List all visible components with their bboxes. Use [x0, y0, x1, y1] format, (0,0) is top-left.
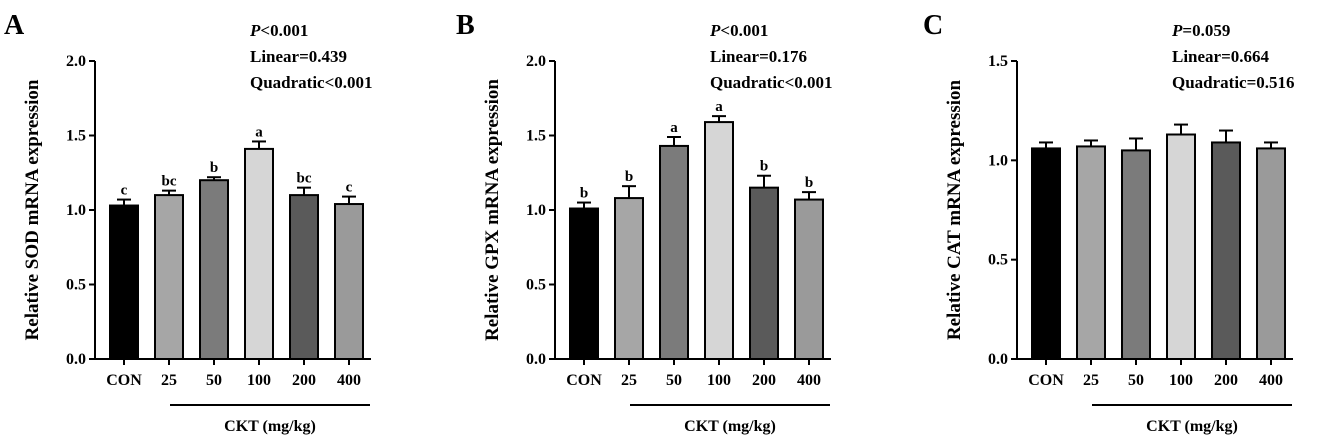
significance-letter: b	[580, 186, 588, 202]
bar	[569, 207, 599, 360]
y-tick-label: 2.0	[66, 53, 86, 70]
y-axis-label: Relative SOD mRNA expression	[22, 79, 43, 340]
significance-letter: c	[346, 180, 353, 196]
x-tick-label: 200	[1214, 372, 1238, 389]
p-value-text: <0.001	[720, 21, 768, 40]
panel-letter: C	[923, 10, 943, 41]
x-tick-label: 200	[752, 372, 776, 389]
y-tick-label: 2.0	[526, 53, 546, 70]
x-tick-label: 400	[1259, 372, 1283, 389]
x-tick-label: 100	[1169, 372, 1193, 389]
quadratic-stat: Quadratic<0.001	[250, 73, 373, 92]
x-tick-label: 400	[337, 372, 361, 389]
x-tick-label: 50	[666, 372, 682, 389]
bar	[1121, 149, 1151, 360]
y-tick-label: 0.0	[526, 351, 546, 368]
x-tick-label: CON	[106, 372, 142, 389]
y-tick-label: 0.5	[988, 252, 1008, 269]
bar	[244, 147, 274, 360]
y-tick-label: 1.0	[526, 202, 546, 219]
quadratic-stat: Quadratic<0.001	[710, 73, 833, 92]
bar	[704, 121, 734, 360]
bar	[334, 203, 364, 360]
bar	[749, 186, 779, 360]
panel-c: C P=0.059 Linear=0.664 Quadratic=0.516 R…	[923, 10, 1295, 435]
p-value: P=0.059	[1171, 21, 1230, 40]
significance-letter: b	[760, 159, 768, 175]
linear-stat: Linear=0.176	[710, 47, 807, 66]
x-tick-label: 25	[161, 372, 177, 389]
x-tick-label: CON	[1028, 372, 1064, 389]
y-tick-label: 1.0	[988, 152, 1008, 169]
y-tick-label: 0.0	[988, 351, 1008, 368]
x-tick-label: 400	[797, 372, 821, 389]
y-tick-label: 0.0	[66, 351, 86, 368]
bar	[659, 144, 689, 360]
x-tick-label: 200	[292, 372, 316, 389]
x-tick-label: CON	[566, 372, 602, 389]
panel-letter: A	[4, 10, 25, 41]
x-tick-label: 25	[621, 372, 637, 389]
p-symbol: P	[1171, 21, 1183, 40]
plot-area: 0.0 0.5 1.0 1.5 CON 25 50 100 200 400	[988, 53, 1293, 389]
y-tick-label: 0.5	[526, 277, 546, 294]
significance-letter: b	[805, 175, 813, 191]
p-value: P<0.001	[709, 21, 768, 40]
y-tick-label: 0.5	[66, 277, 86, 294]
bar	[199, 179, 229, 360]
panel-a: A P<0.001 Linear=0.439 Quadratic<0.001 R…	[4, 10, 373, 435]
plot-area: 0.0 0.5 1.0 1.5 2.0 b CON b 25 a 50 a 100 b 200 b 400	[526, 53, 831, 389]
y-tick-label: 1.5	[526, 128, 546, 145]
bar	[109, 204, 139, 360]
bar	[289, 194, 319, 360]
p-symbol: P	[249, 21, 261, 40]
significance-letter: a	[670, 120, 678, 136]
bar	[1256, 147, 1286, 360]
p-value-text: =0.059	[1182, 21, 1230, 40]
x-tick-label: 50	[206, 372, 222, 389]
x-axis-label: CKT (mg/kg)	[684, 418, 776, 435]
p-value: P<0.001	[249, 21, 308, 40]
x-tick-label: 100	[707, 372, 731, 389]
y-tick-label: 1.5	[988, 53, 1008, 70]
y-axis-label: Relative CAT mRNA expression	[944, 79, 965, 340]
significance-letter: a	[715, 99, 723, 115]
significance-letter: a	[255, 124, 263, 140]
x-axis-label: CKT (mg/kg)	[224, 418, 316, 435]
x-axis-label: CKT (mg/kg)	[1146, 418, 1238, 435]
y-tick-label: 1.5	[66, 128, 86, 145]
panel-b: B P<0.001 Linear=0.176 Quadratic<0.001 R…	[456, 10, 833, 435]
significance-letter: b	[210, 160, 218, 176]
x-tick-label: 25	[1083, 372, 1099, 389]
x-tick-label: 50	[1128, 372, 1144, 389]
bar	[1031, 147, 1061, 360]
linear-stat: Linear=0.439	[250, 47, 347, 66]
significance-letter: bc	[162, 174, 177, 190]
linear-stat: Linear=0.664	[1172, 47, 1270, 66]
bar	[794, 198, 824, 360]
significance-letter: b	[625, 169, 633, 185]
bar	[1166, 133, 1196, 360]
panel-letter: B	[456, 10, 475, 41]
bar	[154, 194, 184, 360]
quadratic-stat: Quadratic=0.516	[1172, 73, 1295, 92]
y-tick-label: 1.0	[66, 202, 86, 219]
significance-letter: bc	[297, 171, 312, 187]
plot-area: 0.0 0.5 1.0 1.5 2.0 c CON bc 25 b 50 a 100 bc 200 c 400	[66, 53, 371, 389]
y-axis-label: Relative GPX mRNA expression	[482, 79, 503, 341]
p-value-text: <0.001	[260, 21, 308, 40]
bar	[1076, 145, 1106, 360]
x-tick-label: 100	[247, 372, 271, 389]
p-symbol: P	[709, 21, 721, 40]
bar	[1211, 141, 1241, 360]
significance-letter: c	[121, 183, 128, 199]
bar	[614, 197, 644, 360]
